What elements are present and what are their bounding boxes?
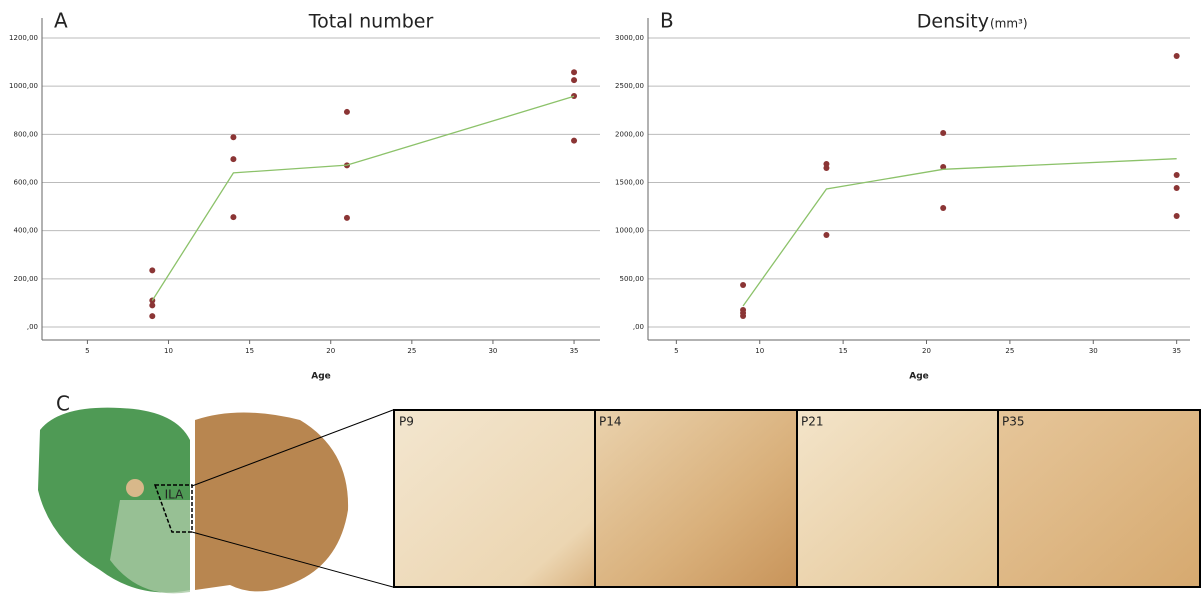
y-tick-label: 600,00 [14,178,39,186]
data-point [230,156,236,162]
data-point [571,138,577,144]
data-point [823,232,829,238]
y-tick-label: 800,00 [14,130,39,138]
data-point [571,77,577,83]
x-tick-label: 35 [1172,347,1181,355]
data-point [1174,53,1180,59]
panel-label: A [54,9,68,33]
chart-title: Density [917,11,989,33]
y-tick-label: 500,00 [620,275,645,283]
panel-label: C [56,392,70,416]
y-tick-label: 2000,00 [615,130,644,138]
data-point [149,313,155,319]
data-point [149,267,155,273]
x-tick-label: 30 [488,347,497,355]
mean-line [743,159,1177,306]
data-point [940,130,946,136]
micrograph [797,410,998,587]
x-tick-label: 5 [674,347,678,355]
image-label: P14 [599,415,622,429]
image-label: P21 [801,415,824,429]
x-axis-label: Age [311,372,331,382]
brain-right [195,413,348,592]
data-point [344,109,350,115]
y-tick-label: 400,00 [14,227,39,235]
y-tick-label: 1500,00 [615,178,644,186]
brain-spot [126,479,144,497]
y-tick-label: 1000,00 [9,82,38,90]
y-tick-label: 2500,00 [615,82,644,90]
y-tick-label: 1000,00 [615,227,644,235]
region-label: ILA [165,488,185,502]
y-tick-label: ,00 [27,323,38,331]
x-tick-label: 20 [326,347,335,355]
x-tick-label: 30 [1089,347,1098,355]
figure: C ILA P9 P14 P21 P35 A Total number ,00 200… [0,0,1203,611]
x-tick-label: 10 [755,347,764,355]
x-tick-label: 5 [85,347,89,355]
micrograph [595,410,797,587]
data-point [740,282,746,288]
data-point [344,215,350,221]
x-axis-label: Age [909,372,929,382]
x-tick-label: 25 [1005,347,1014,355]
x-tick-label: 10 [164,347,173,355]
data-point [1174,213,1180,219]
data-point [230,134,236,140]
data-point [1174,172,1180,178]
data-point [740,313,746,319]
data-point [940,205,946,211]
mean-line [152,96,574,300]
y-tick-label: 200,00 [14,275,39,283]
x-tick-label: 15 [839,347,848,355]
micrograph [998,410,1200,587]
data-point [149,302,155,308]
image-label: P9 [399,415,414,429]
image-label: P35 [1002,415,1025,429]
chart-title: Total number [308,11,434,33]
data-point [571,69,577,75]
data-point [823,165,829,171]
y-tick-label: ,00 [633,323,644,331]
x-tick-label: 15 [245,347,254,355]
panel-label: B [660,9,674,33]
chart-title-unit: (mm³) [990,17,1028,31]
y-tick-label: 3000,00 [615,34,644,42]
y-tick-label: 1200,00 [9,34,38,42]
x-tick-label: 25 [407,347,416,355]
micrograph [394,410,595,587]
x-tick-label: 35 [570,347,579,355]
data-point [1174,185,1180,191]
data-point [230,214,236,220]
x-tick-label: 20 [922,347,931,355]
data-point [571,93,577,99]
